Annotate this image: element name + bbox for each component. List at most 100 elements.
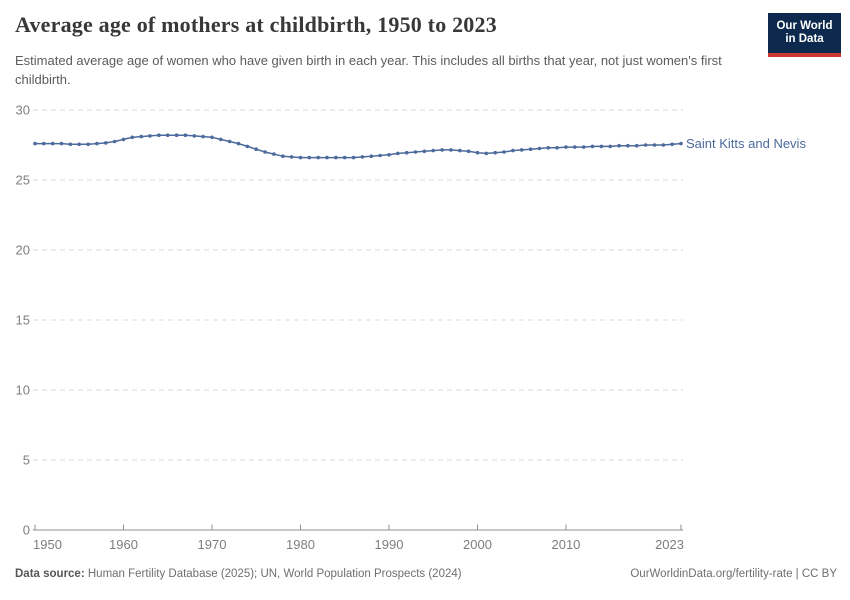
y-tick-label: 20	[16, 243, 30, 258]
data-point	[608, 144, 612, 149]
data-point	[440, 148, 444, 152]
y-tick-label: 15	[16, 313, 30, 328]
data-point	[174, 133, 179, 137]
footer-attribution: OurWorldinData.org/fertility-rate | CC B…	[630, 568, 837, 580]
data-point	[157, 133, 161, 137]
data-point	[148, 134, 152, 138]
x-tick-label: 1970	[198, 537, 227, 552]
y-tick-label: 25	[16, 173, 30, 188]
data-point	[458, 148, 462, 153]
data-point	[210, 135, 214, 140]
data-point	[139, 134, 143, 139]
data-point	[254, 147, 258, 151]
data-point	[413, 150, 418, 154]
data-point	[404, 150, 409, 155]
data-point	[316, 155, 321, 160]
data-point	[360, 155, 365, 159]
data-point	[192, 134, 197, 138]
data-point	[573, 145, 577, 149]
data-point	[245, 144, 250, 149]
data-point	[59, 141, 64, 146]
data-point	[449, 148, 453, 152]
data-point	[599, 144, 604, 149]
owid-logo: Our World in Data	[768, 13, 841, 57]
data-point	[219, 137, 223, 142]
data-point	[86, 142, 90, 147]
data-point	[104, 141, 108, 145]
data-point	[643, 143, 648, 147]
data-point	[396, 151, 400, 156]
data-point	[661, 143, 666, 147]
data-point	[466, 149, 471, 154]
data-point	[201, 134, 205, 139]
data-point	[68, 142, 73, 147]
data-point	[626, 143, 630, 148]
y-tick-label: 5	[23, 453, 30, 468]
data-point	[112, 139, 117, 144]
data-point	[369, 154, 374, 158]
data-point	[475, 150, 480, 155]
data-point	[555, 146, 559, 150]
chart-footer: Data source: Human Fertility Database (2…	[15, 568, 837, 580]
y-tick-label: 10	[16, 383, 30, 398]
data-point	[502, 150, 506, 154]
y-tick-label: 0	[23, 523, 30, 538]
data-point	[546, 146, 551, 150]
data-point	[50, 141, 55, 146]
data-point	[493, 150, 498, 155]
data-point	[298, 155, 303, 160]
data-point	[334, 155, 338, 160]
data-source-text: Human Fertility Database (2025); UN, Wor…	[87, 568, 462, 580]
data-point	[33, 141, 37, 146]
data-point	[387, 153, 391, 157]
data-point	[121, 137, 126, 142]
data-point	[378, 153, 382, 158]
data-point	[590, 144, 595, 149]
owid-logo-line2: in Data	[785, 33, 824, 45]
data-point	[227, 139, 232, 144]
x-tick-label: 1990	[375, 537, 404, 552]
data-point	[351, 155, 356, 160]
data-point	[236, 141, 241, 146]
data-point	[484, 151, 489, 156]
series-label: Saint Kitts and Nevis	[686, 136, 806, 151]
data-point	[635, 143, 639, 148]
x-tick-label: 2023	[655, 537, 684, 552]
data-point	[652, 143, 657, 147]
x-tick-label: 2000	[463, 537, 492, 552]
x-tick-label: 1980	[286, 537, 315, 552]
data-point	[528, 147, 533, 151]
data-point	[95, 141, 99, 146]
data-point	[77, 142, 81, 147]
data-point	[670, 142, 674, 147]
data-point	[325, 155, 329, 160]
data-point	[165, 133, 170, 137]
data-point	[281, 154, 285, 158]
data-point	[42, 141, 46, 146]
data-point	[130, 135, 135, 140]
data-point	[581, 145, 586, 149]
page-title: Average age of mothers at childbirth, 19…	[15, 12, 497, 37]
chart-subtitle: Estimated average age of women who have …	[15, 53, 722, 87]
owid-logo-line1: Our World	[776, 19, 833, 32]
x-tick-label: 1960	[109, 537, 138, 552]
data-point	[263, 150, 267, 154]
data-point	[307, 155, 312, 160]
data-point	[617, 143, 621, 148]
data-point	[342, 155, 347, 160]
data-point	[422, 149, 427, 154]
data-point	[183, 133, 188, 137]
data-source-label: Data source:	[15, 568, 85, 580]
data-point	[537, 146, 542, 151]
data-point	[272, 152, 276, 156]
data-point	[511, 148, 515, 153]
data-source-note: Data source: Human Fertility Database (2…	[15, 568, 462, 580]
data-point	[289, 155, 294, 159]
data-point	[564, 145, 568, 149]
x-tick-label: 1950	[33, 537, 62, 552]
data-point	[431, 148, 436, 153]
data-point	[519, 148, 524, 152]
x-tick-label: 2010	[551, 537, 580, 552]
data-point	[679, 141, 683, 146]
